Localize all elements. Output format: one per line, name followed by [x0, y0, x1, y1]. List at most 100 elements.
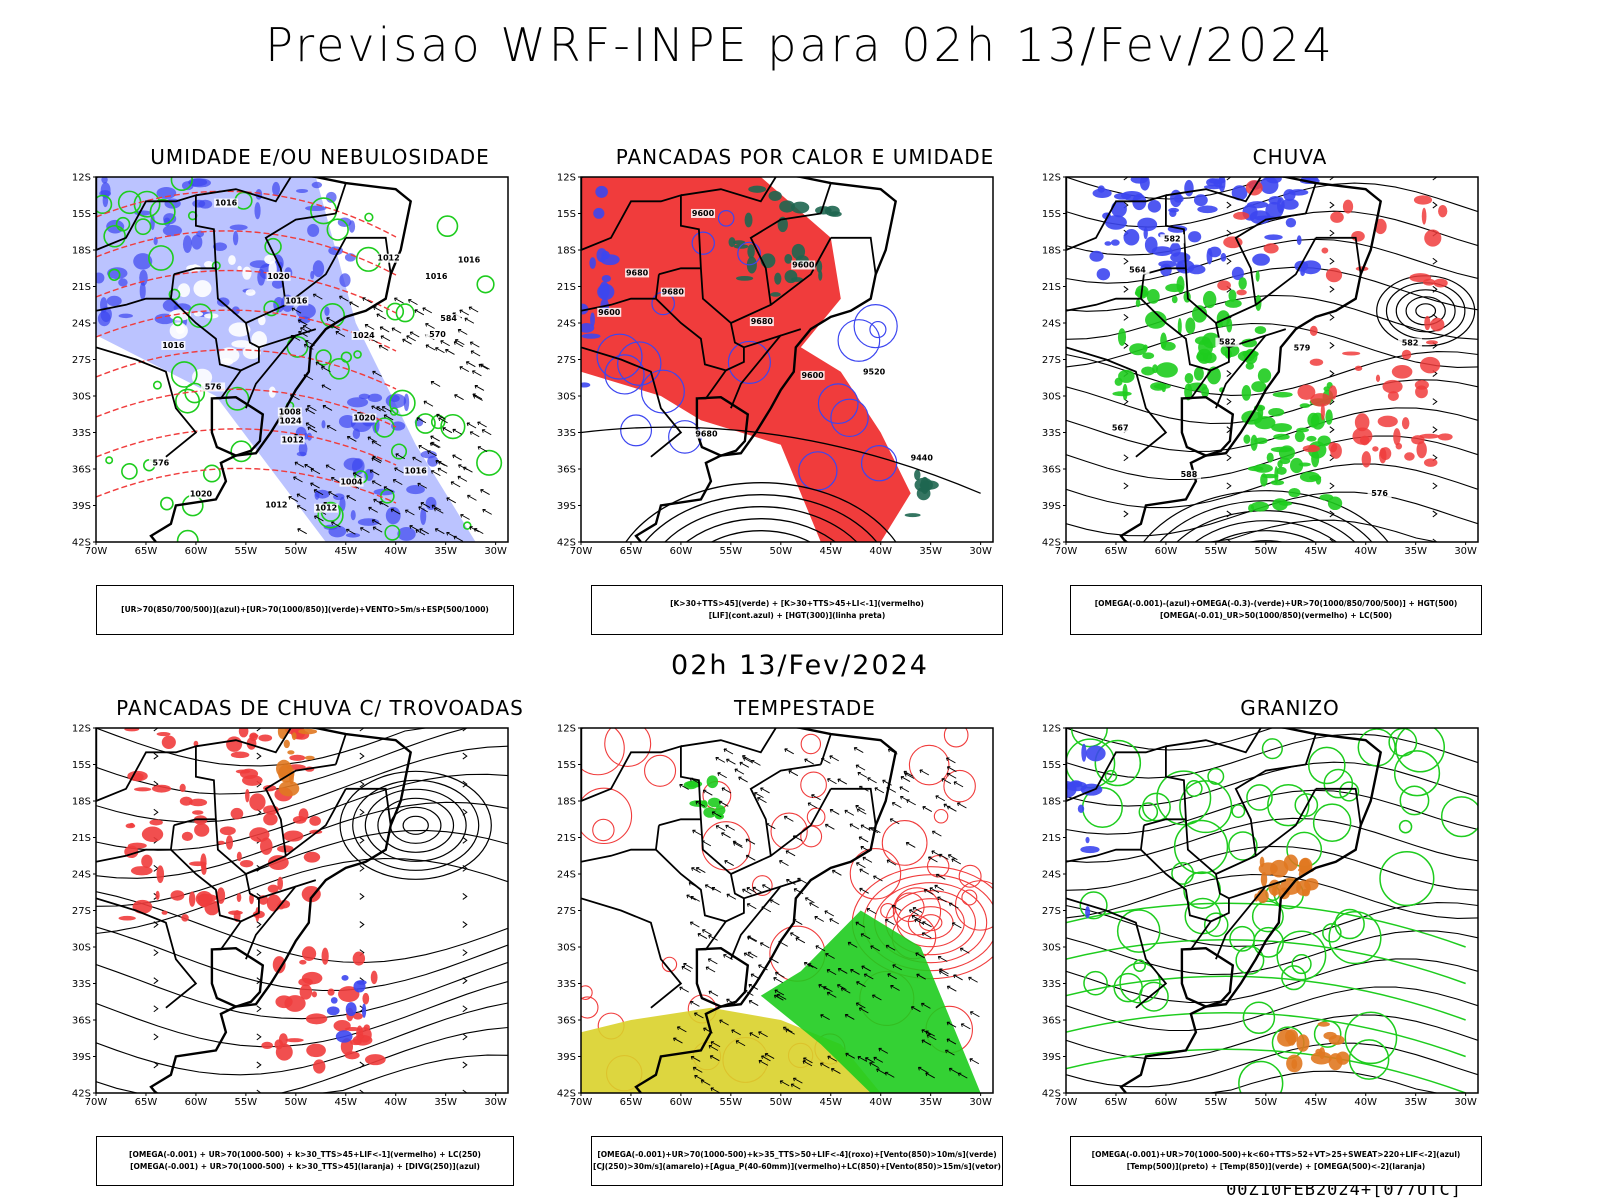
panel-legend: [K>30+TTS>45](verde) + [K>30+TTS>45+LI<-… [591, 585, 1003, 635]
lon-tick-label: 50W [285, 546, 308, 557]
lon-tick-label: 60W [185, 1097, 208, 1108]
lon-tick-label: 70W [85, 1097, 108, 1108]
lon-tick-label: 65W [1105, 546, 1128, 557]
lon-tick-label: 35W [919, 1097, 942, 1108]
lon-tick-label: 55W [720, 1097, 743, 1108]
lat-tick-label: 39S [72, 1052, 91, 1063]
contour-label: 1012 [315, 504, 337, 513]
map-storm[interactable]: 12S 15S 18S 21S 24S 27S 30S 33S 36S 39S 42S 70W 65W 6… [555, 723, 1055, 1123]
map-rain[interactable]: 12S 15S 18S 21S 24S 27S 30S 33S 36S 39S 42S 70W 65W 6… [1040, 172, 1540, 572]
legend-line: [OMEGA(-0.001)+UR>70(1000-500)+k<60+TTS>… [1071, 1149, 1481, 1161]
lat-tick-label: 30S [72, 943, 91, 954]
legend-line: [OMEGA(-0.01)_UR>50(1000/850)(vermelho) … [1071, 610, 1481, 622]
contour-label: 1020 [353, 413, 376, 422]
lat-tick-label: 24S [1042, 319, 1061, 330]
map-heat-showers[interactable]: 12S 15S 18S 21S 24S 27S 30S 33S 36S 39S 42S 70W 65W 6… [555, 172, 1055, 572]
lat-tick-label: 21S [1042, 282, 1061, 293]
contour-label: 582 [1219, 338, 1236, 347]
lon-tick-label: 35W [1404, 1097, 1427, 1108]
map-humidity[interactable]: 12S 15S 18S 21S 24S 27S 30S 33S 36S 39S 42S 70W 65W 6… [70, 172, 570, 572]
lat-tick-label: 12S [72, 173, 91, 184]
lon-tick-label: 60W [670, 1097, 693, 1108]
lat-tick-label: 27S [557, 906, 576, 917]
lon-tick-label: 60W [185, 546, 208, 557]
lon-tick-label: 70W [1055, 1097, 1078, 1108]
lat-tick-label: 12S [72, 724, 91, 735]
map-thunderstorms[interactable]: 12S 15S 18S 21S 24S 27S 30S 33S 36S 39S 42S 70W 65W 6… [70, 723, 570, 1123]
lat-tick-label: 33S [72, 428, 91, 439]
lon-tick-label: 50W [1255, 1097, 1278, 1108]
panel-storm: TEMPESTADE 12S 15S 18S 21S 24S 27S 30S 33S 36S 39… [555, 696, 1055, 1196]
lat-tick-label: 12S [1042, 724, 1061, 735]
panel-legend: [OMEGA(-0.001)+UR>70(1000-500)+k>35_TTS>… [591, 1136, 1003, 1186]
lon-tick-label: 40W [1354, 1097, 1377, 1108]
lon-tick-label: 50W [285, 1097, 308, 1108]
lat-tick-label: 36S [1042, 465, 1061, 476]
lat-tick-label: 18S [557, 797, 576, 808]
map-hail[interactable]: 12S 15S 18S 21S 24S 27S 30S 33S 36S 39S 42S 70W 65W 6… [1040, 723, 1540, 1123]
lat-tick-label: 36S [1042, 1016, 1061, 1027]
lon-tick-label: 50W [1255, 546, 1278, 557]
contour-label: 9680 [751, 317, 774, 326]
lat-tick-label: 36S [557, 465, 576, 476]
lon-tick-label: 45W [334, 1097, 357, 1108]
map-svg: 12S 15S 18S 21S 24S 27S 30S 33S 36S 39S 42S70W 65W 6… [1040, 723, 1540, 1123]
contour-label: 567 [1112, 424, 1129, 433]
lon-tick-label: 30W [1454, 546, 1477, 557]
lat-tick-label: 15S [1042, 760, 1061, 771]
contour-label: 9600 [598, 308, 621, 317]
lat-tick-label: 27S [1042, 355, 1061, 366]
lon-tick-label: 70W [570, 546, 593, 557]
lat-tick-label: 39S [557, 501, 576, 512]
contour-label: 564 [1129, 265, 1146, 274]
lon-tick-label: 40W [384, 1097, 407, 1108]
lat-tick-label: 30S [1042, 392, 1061, 403]
lat-tick-label: 15S [557, 209, 576, 220]
contour-label: 9680 [626, 268, 649, 277]
lat-tick-label: 39S [1042, 501, 1061, 512]
contour-label: 1020 [267, 272, 290, 281]
lat-tick-label: 33S [1042, 979, 1061, 990]
lat-tick-label: 15S [1042, 209, 1061, 220]
lat-tick-label: 30S [557, 392, 576, 403]
panel-hail: GRANIZO 12S 15S 18S 21S 24S 27S 30S 33S 36S 39S 42… [1040, 696, 1540, 1196]
lat-tick-label: 15S [557, 760, 576, 771]
lon-tick-label: 55W [1205, 546, 1228, 557]
contour-label: 1024 [279, 416, 302, 425]
lat-tick-label: 33S [72, 979, 91, 990]
contour-label: 576 [205, 382, 222, 391]
contour-label: 1016 [405, 467, 428, 476]
legend-line: [OMEGA(-0.001)-(azul)+OMEGA(-0.3)-(verde… [1071, 598, 1481, 610]
lat-tick-label: 24S [1042, 870, 1061, 881]
panel-thunderstorms: PANCADAS DE CHUVA C/ TROVOADAS 12S 15S 18S… [70, 696, 570, 1196]
legend-line: [Temp(500)](preto) + [Temp(850)](verde) … [1071, 1161, 1481, 1173]
contour-label: 582 [1402, 338, 1419, 347]
lat-tick-label: 30S [1042, 943, 1061, 954]
lat-tick-label: 39S [72, 501, 91, 512]
lon-tick-label: 35W [434, 1097, 457, 1108]
lon-tick-label: 30W [1454, 1097, 1477, 1108]
panel-title: CHUVA [1040, 145, 1540, 169]
contour-label: 1016 [285, 297, 308, 306]
contour-label: 9600 [792, 260, 815, 269]
lon-tick-label: 45W [819, 546, 842, 557]
lat-tick-label: 36S [72, 1016, 91, 1027]
panel-heat-showers: PANCADAS POR CALOR E UMIDADE 12S 15S 18S 21… [555, 145, 1055, 645]
contour-label: 9520 [863, 368, 886, 377]
panel-title: GRANIZO [1040, 696, 1540, 720]
lon-tick-label: 30W [969, 1097, 992, 1108]
lon-tick-label: 40W [869, 546, 892, 557]
lon-tick-label: 30W [484, 1097, 507, 1108]
lat-tick-label: 15S [72, 209, 91, 220]
lat-tick-label: 24S [557, 319, 576, 330]
contour-label: 576 [153, 458, 170, 467]
lon-tick-label: 65W [135, 546, 158, 557]
legend-line: [OMEGA(-0.001) + UR>70(1000-500) + k>30_… [97, 1149, 513, 1161]
contour-label: 1016 [458, 255, 481, 264]
contour-label: 588 [1181, 470, 1198, 479]
lon-tick-label: 30W [484, 546, 507, 557]
map-svg: 12S 15S 18S 21S 24S 27S 30S 33S 36S 39S 42S70W 65W 6… [555, 723, 1055, 1123]
lon-tick-label: 55W [720, 546, 743, 557]
lon-tick-label: 65W [620, 1097, 643, 1108]
